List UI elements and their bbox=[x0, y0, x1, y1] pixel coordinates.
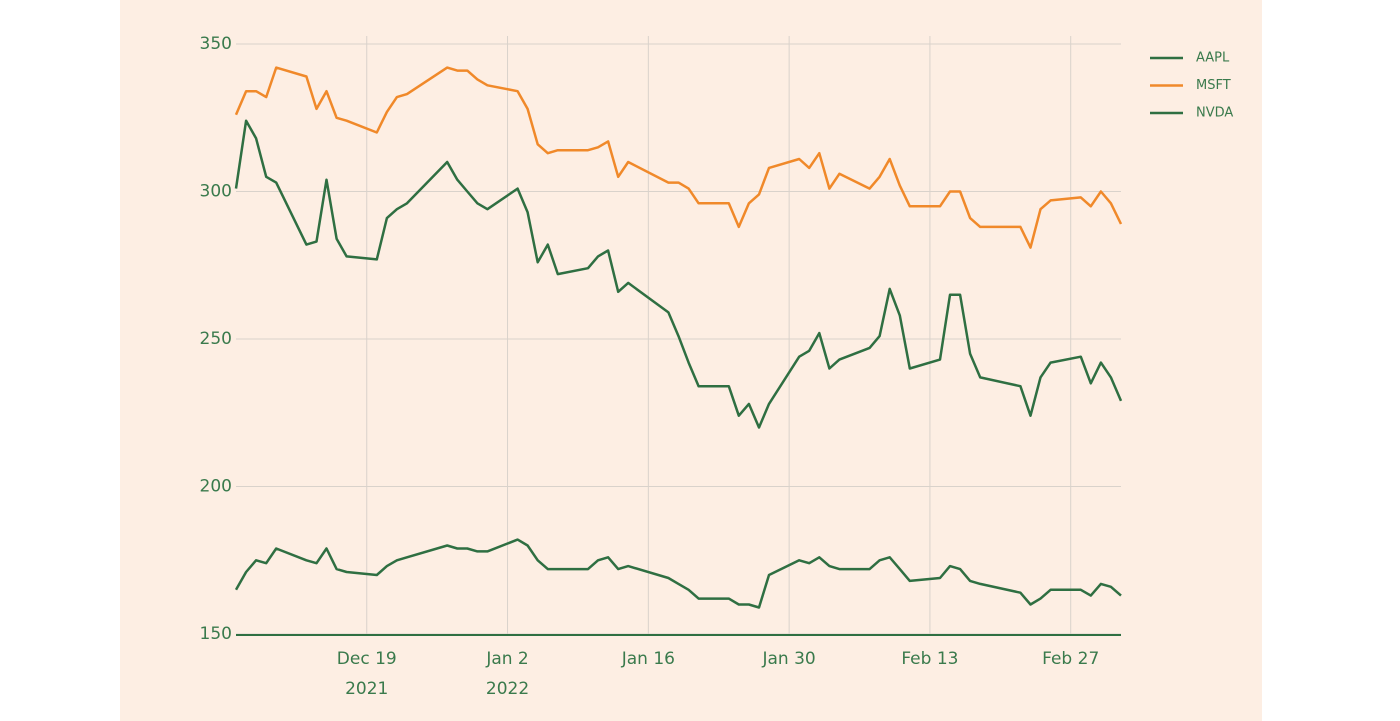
legend-label: NVDA bbox=[1196, 106, 1233, 121]
line bbox=[234, 538, 1122, 609]
x-tick-label: Jan 2 2022 bbox=[485, 649, 530, 699]
x-tick-label: Dec 19 2021 bbox=[336, 649, 397, 699]
legend-label: MSFT bbox=[1196, 78, 1231, 93]
y-tick-label: 350 bbox=[200, 34, 232, 54]
line bbox=[234, 66, 1123, 249]
x-tick-label: Feb 13 bbox=[901, 649, 959, 669]
line bbox=[234, 119, 1123, 429]
y-tick-label: 300 bbox=[200, 182, 232, 202]
x-tick-label: Jan 30 bbox=[762, 649, 816, 669]
y-tick-label: 200 bbox=[200, 477, 232, 497]
x-tick-label: Feb 27 bbox=[1042, 649, 1100, 669]
y-tick-label: 250 bbox=[200, 329, 232, 349]
legend-label: AAPL bbox=[1196, 51, 1230, 66]
chart-background bbox=[120, 0, 1262, 721]
x-tick-label: Jan 16 bbox=[621, 649, 675, 669]
y-tick-label: 150 bbox=[200, 624, 232, 644]
